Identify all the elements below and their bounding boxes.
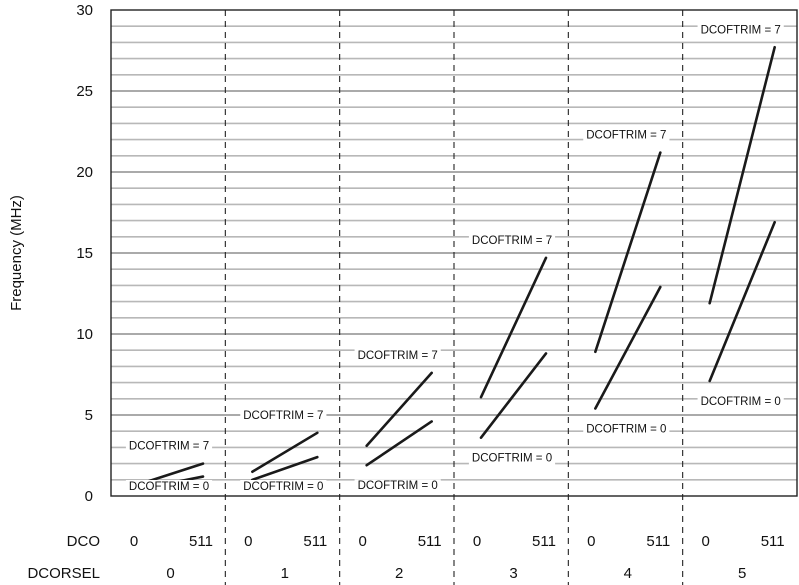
dcoftrim-7-line: [251, 431, 319, 474]
dco-tick-min: 0: [701, 533, 709, 550]
dcoftrim-0-label: DCOFTRIM = 0: [701, 396, 781, 408]
dcorsel-value: 1: [281, 565, 289, 582]
dcoftrim-7-line: [479, 256, 548, 399]
dcorsel-value: 4: [624, 565, 632, 582]
dco-tick-max: 511: [303, 533, 327, 550]
y-tick-label: 20: [76, 164, 93, 181]
dcoftrim-7-label: DCOFTRIM = 7: [472, 235, 552, 247]
dcoftrim-0-label: DCOFTRIM = 0: [586, 424, 666, 436]
dco-tick-max: 511: [418, 533, 442, 550]
trim-labels: DCOFTRIM = 7 DCOFTRIM = 0 DCOFTRIM = 7 DCOF…: [125, 23, 784, 494]
dcoftrim-7-line: [594, 151, 662, 354]
dcoftrim-0-line: [479, 352, 548, 439]
dcoftrim-0-line: [251, 455, 319, 482]
dcoftrim-7-label: DCOFTRIM = 7: [243, 410, 323, 422]
dcoftrim-0-label: DCOFTRIM = 0: [472, 453, 552, 465]
label-background: [125, 439, 213, 454]
label-background: [468, 451, 556, 466]
dcoftrim-7-label: DCOFTRIM = 7: [129, 441, 209, 453]
dcorsel-value: 3: [509, 565, 517, 582]
dco-tick-max: 511: [761, 533, 785, 550]
dco-tick-max: 511: [532, 533, 556, 550]
dco-row-label: DCO: [67, 533, 100, 550]
y-tick-label: 30: [76, 2, 93, 19]
dcoftrim-0-label: DCOFTRIM = 0: [243, 481, 323, 493]
dcoftrim-0-label: DCOFTRIM = 0: [358, 480, 438, 492]
dcoftrim-7-label: DCOFTRIM = 7: [586, 130, 666, 142]
label-background: [240, 408, 327, 423]
label-background: [354, 479, 441, 494]
dcoftrim-0-line: [708, 220, 776, 383]
group-dividers: [224, 10, 684, 585]
dcoftrim-0-line: [594, 285, 662, 410]
dco-tick-min: 0: [587, 533, 595, 550]
dco-tick-max: 511: [189, 533, 213, 550]
dcoftrim-7-line: [365, 371, 433, 448]
y-tick-label: 10: [76, 326, 93, 343]
dco-tick-min: 0: [473, 533, 481, 550]
dcorsel-value: 5: [738, 565, 746, 582]
y-tick-label: 15: [76, 245, 93, 262]
label-background: [697, 23, 784, 38]
dcorsel-value: 2: [395, 565, 403, 582]
label-background: [697, 394, 784, 409]
y-tick-label: 25: [76, 83, 93, 100]
dcoftrim-0-line: [365, 420, 433, 467]
label-background: [468, 233, 556, 248]
bottom-rows: DCO DCORSEL 0 511 0 0 511 1 0 511 2 0 511 3 0 511 4 0 51…: [27, 533, 784, 582]
series-lines: [136, 45, 776, 491]
y-tick-label: 0: [85, 488, 93, 505]
dco-tick-min: 0: [130, 533, 138, 550]
dcoftrim-7-label: DCOFTRIM = 7: [358, 350, 438, 362]
label-background: [354, 348, 441, 363]
dcoftrim-7-line: [708, 45, 776, 305]
label-background: [583, 422, 670, 437]
dcorsel-value: 0: [166, 565, 174, 582]
dcoftrim-0-label: DCOFTRIM = 0: [129, 481, 209, 493]
dco-tick-min: 0: [358, 533, 366, 550]
label-background: [125, 480, 213, 494]
dcoftrim-7-label: DCOFTRIM = 7: [701, 24, 781, 36]
plot-frame: [110, 9, 798, 497]
label-background: [240, 480, 327, 494]
y-axis-ticks: 0 5 10 15 20 25 30: [76, 2, 93, 505]
y-tick-label: 5: [85, 407, 93, 424]
y-axis-label: Frequency (MHz): [8, 195, 25, 311]
label-background: [583, 128, 670, 143]
dco-tick-max: 511: [646, 533, 670, 550]
dco-tick-min: 0: [244, 533, 252, 550]
dcorsel-row-label: DCORSEL: [27, 565, 100, 582]
